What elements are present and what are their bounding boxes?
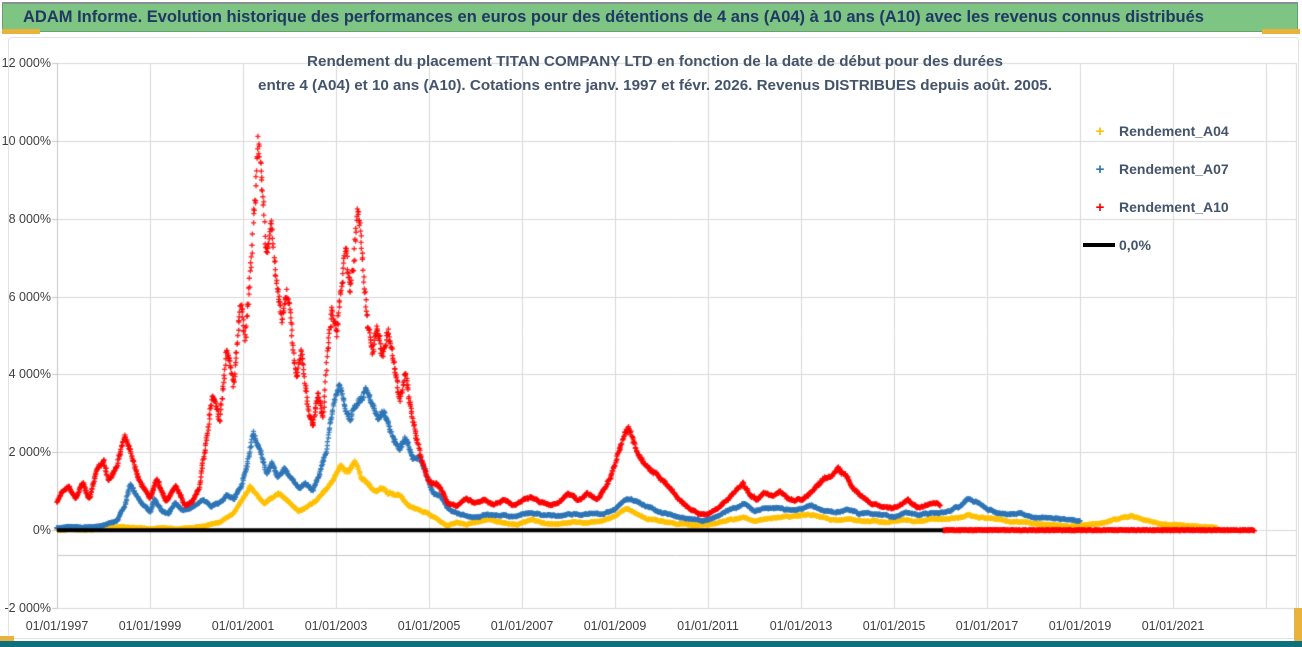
x-tick-label: 01/01/1997 [25,619,89,633]
legend-item-rendement-a10[interactable]: + Rendement_A10 [1083,188,1263,226]
legend-item-rendement-a04[interactable]: + Rendement_A04 [1083,112,1263,150]
x-tick-label: 01/01/2011 [677,619,739,633]
chart-title-line1: Rendement du placement TITAN COMPANY LTD… [307,53,1003,70]
gold-accent-bottom-right [1294,608,1302,641]
chart-title: Rendement du placement TITAN COMPANY LTD… [150,50,1160,98]
legend-item-zero-line[interactable]: 0,0% [1083,226,1263,264]
legend-item-rendement-a07[interactable]: + Rendement_A07 [1083,150,1263,188]
x-tick-label: 01/01/2021 [1141,619,1205,633]
chart-legend: + Rendement_A04 + Rendement_A07 + Rendem… [1083,112,1263,264]
y-tick-label: 6 000% [8,289,51,304]
legend-label: Rendement_A10 [1119,199,1229,215]
x-tick-label: 01/01/2005 [397,619,461,633]
plus-marker-icon: + [1095,160,1105,178]
legend-label: 0,0% [1119,237,1151,253]
legend-label: Rendement_A07 [1119,161,1229,177]
x-tick-label: 01/01/2009 [583,619,647,633]
x-tick-label: 01/01/2013 [769,619,833,633]
chart-title-line2: entre 4 (A04) et 10 ans (A10). Cotations… [258,77,1052,94]
y-tick-label: 12 000% [1,56,51,70]
x-tick-label: 01/01/2001 [211,619,275,633]
x-tick-label: 01/01/2015 [862,619,926,633]
y-tick-label: 4 000% [8,367,51,382]
x-tick-label: 01/01/2007 [490,619,554,633]
plus-marker-icon: + [1095,198,1105,216]
y-tick-label: -2 000% [4,601,51,615]
x-tick-label: 01/01/2019 [1048,619,1112,633]
x-tick-label: 01/01/2017 [955,619,1019,633]
y-tick-label: 2 000% [8,445,51,460]
gold-accent-bottom-left [0,636,14,644]
x-tick-label: 01/01/2003 [304,619,368,633]
x-tick-label: 01/01/1999 [118,619,182,633]
y-tick-label: 8 000% [8,211,51,226]
plus-marker-icon: + [1095,122,1105,140]
y-tick-label: 0% [32,523,51,538]
sheet-footer-bar [0,641,1302,647]
legend-label: Rendement_A04 [1119,123,1229,139]
zero-line-sample [1083,243,1115,247]
y-tick-label: 10 000% [1,133,51,148]
